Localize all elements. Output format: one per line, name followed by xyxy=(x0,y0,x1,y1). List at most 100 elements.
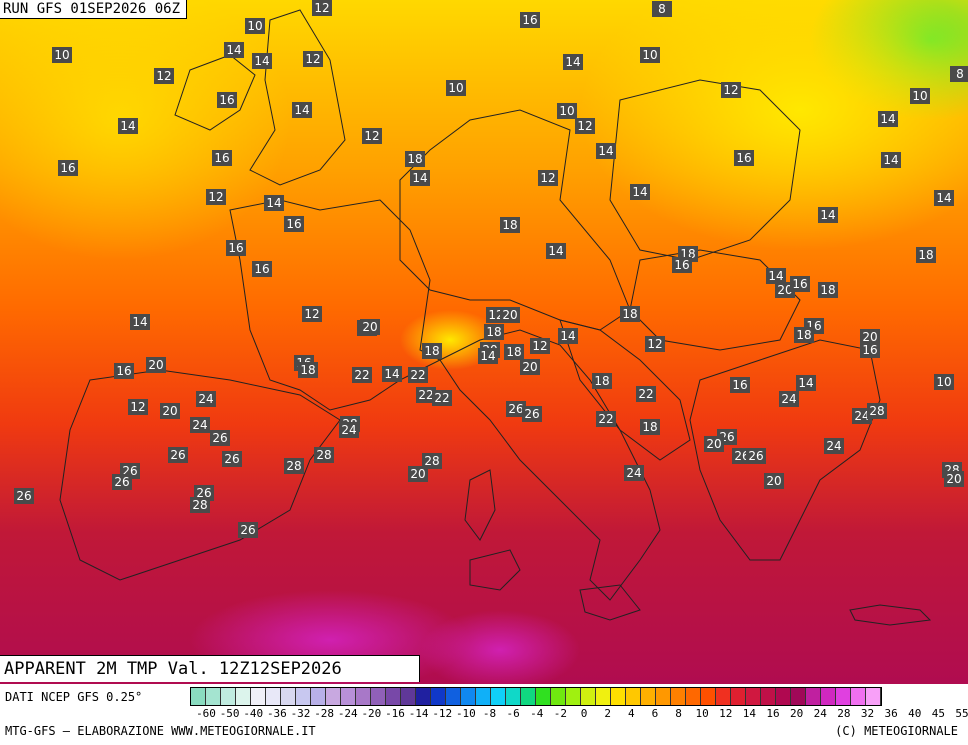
color-scale-swatch xyxy=(806,688,821,705)
map-value-label: 26 xyxy=(14,488,34,504)
color-scale-swatch xyxy=(821,688,836,705)
map-value-label: 10 xyxy=(245,18,265,34)
color-scale-tick-label: 0 xyxy=(580,707,588,720)
map-value-label: 12 xyxy=(575,118,595,134)
map-value-label: 28 xyxy=(190,497,210,513)
map-value-label: 10 xyxy=(446,80,466,96)
color-scale-swatch xyxy=(311,688,326,705)
map-value-label: 22 xyxy=(416,387,436,403)
color-scale-swatch xyxy=(446,688,461,705)
color-scale-swatch xyxy=(191,688,206,705)
map-value-label: 18 xyxy=(504,344,524,360)
map-value-label: 14 xyxy=(546,243,566,259)
map-value-label: 20 xyxy=(146,357,166,373)
color-scale-swatch xyxy=(431,688,446,705)
color-scale-tick-label: 24 xyxy=(813,707,827,720)
map-value-label: 18 xyxy=(640,419,660,435)
map-value-label: 18 xyxy=(298,362,318,378)
map-value-label: 12 xyxy=(154,68,174,84)
map-value-label: 16 xyxy=(520,12,540,28)
map-value-label: 20 xyxy=(860,329,880,345)
color-scale-swatch xyxy=(341,688,356,705)
color-scale-tick-label: -2 xyxy=(553,707,567,720)
map-value-label: 24 xyxy=(196,391,216,407)
color-scale-swatch xyxy=(761,688,776,705)
color-scale-tick-label: -20 xyxy=(361,707,382,720)
color-scale-swatch xyxy=(536,688,551,705)
color-scale-tick-label: 12 xyxy=(719,707,733,720)
color-scale-swatch xyxy=(506,688,521,705)
color-scale-swatch xyxy=(371,688,386,705)
color-scale-tick-label: -10 xyxy=(455,707,476,720)
map-value-label: 24 xyxy=(624,465,644,481)
color-scale-tick-label: -24 xyxy=(337,707,358,720)
run-title: RUN GFS 01SEP2026 06Z xyxy=(0,0,188,19)
map-value-label: 22 xyxy=(408,367,428,383)
color-scale-swatch xyxy=(791,688,806,705)
map-value-label: 12 xyxy=(721,82,741,98)
map-value-label: 12 xyxy=(206,189,226,205)
map-value-label: 16 xyxy=(114,363,134,379)
color-scale-tick-label: 6 xyxy=(651,707,659,720)
map-value-label: 18 xyxy=(916,247,936,263)
map-value-label: 8 xyxy=(652,1,672,17)
map-value-label: 16 xyxy=(734,150,754,166)
color-scale-tick-label: 20 xyxy=(790,707,804,720)
temperature-map: 10 12 16 8 14 14 12 14 10 12 16 14 10 10 12 14 10 8 14 12 10… xyxy=(0,0,968,684)
map-value-label: 12 xyxy=(303,51,323,67)
map-value-label: 24 xyxy=(779,391,799,407)
credit-left: MTG-GFS — ELABORAZIONE WWW.METEOGIORNALE… xyxy=(5,724,316,738)
map-value-label: 14 xyxy=(563,54,583,70)
map-value-label: 12 xyxy=(530,338,550,354)
color-scale-swatch xyxy=(491,688,506,705)
map-value-label: 14 xyxy=(478,348,498,364)
color-scale-tick-label: -28 xyxy=(314,707,335,720)
color-scale-tick-label: -4 xyxy=(530,707,544,720)
map-value-label: 16 xyxy=(790,276,810,292)
color-scale-swatch xyxy=(221,688,236,705)
color-scale-swatch xyxy=(401,688,416,705)
map-value-label: 18 xyxy=(620,306,640,322)
map-value-label: 14 xyxy=(934,190,954,206)
color-scale-tick-label: -6 xyxy=(506,707,520,720)
color-scale-tick-label: 40 xyxy=(908,707,922,720)
color-scale-tick-label: 28 xyxy=(837,707,851,720)
map-value-label: 18 xyxy=(500,217,520,233)
map-value-label: 14 xyxy=(410,170,430,186)
map-value-label: 20 xyxy=(704,436,724,452)
color-scale-swatch xyxy=(206,688,221,705)
map-value-label: 18 xyxy=(422,343,442,359)
map-value-label: 10 xyxy=(934,374,954,390)
map-value-label: 20 xyxy=(360,319,380,335)
map-value-label: 12 xyxy=(302,306,322,322)
map-value-label: 10 xyxy=(557,103,577,119)
map-value-label: 18 xyxy=(484,324,504,340)
color-scale-swatch xyxy=(461,688,476,705)
map-value-label: 12 xyxy=(312,0,332,16)
map-value-label: 10 xyxy=(640,47,660,63)
map-value-label: 26 xyxy=(112,474,132,490)
color-scale-swatch xyxy=(611,688,626,705)
color-scale-swatch xyxy=(566,688,581,705)
map-value-label: 24 xyxy=(190,417,210,433)
map-value-label: 18 xyxy=(818,282,838,298)
map-value-label: 8 xyxy=(950,66,968,82)
map-value-label: 26 xyxy=(222,451,242,467)
map-value-label: 14 xyxy=(878,111,898,127)
color-scale-labels: -60 -50 -40 -36 -32 -28 -24 -20 -16 -14 -12 -10 -8 -6… xyxy=(190,707,968,721)
color-scale-swatch xyxy=(626,688,641,705)
map-value-label: 16 xyxy=(730,377,750,393)
color-scale-swatch xyxy=(551,688,566,705)
map-value-label: 20 xyxy=(500,307,520,323)
field-title: APPARENT 2M TMP Val. 12Z12SEP2026 xyxy=(0,655,420,682)
map-value-label: 10 xyxy=(910,88,930,104)
map-value-label: 14 xyxy=(264,195,284,211)
map-value-label: 12 xyxy=(128,399,148,415)
color-scale-swatch xyxy=(866,688,881,705)
map-value-label: 10 xyxy=(52,47,72,63)
map-value-label: 14 xyxy=(558,328,578,344)
footer: DATI NCEP GFS 0.25° -60 -50 -40 -36 -32 -28 -2… xyxy=(0,684,968,745)
color-scale-tick-label: 45 xyxy=(931,707,945,720)
map-value-label: 14 xyxy=(292,102,312,118)
color-scale-swatch xyxy=(521,688,536,705)
